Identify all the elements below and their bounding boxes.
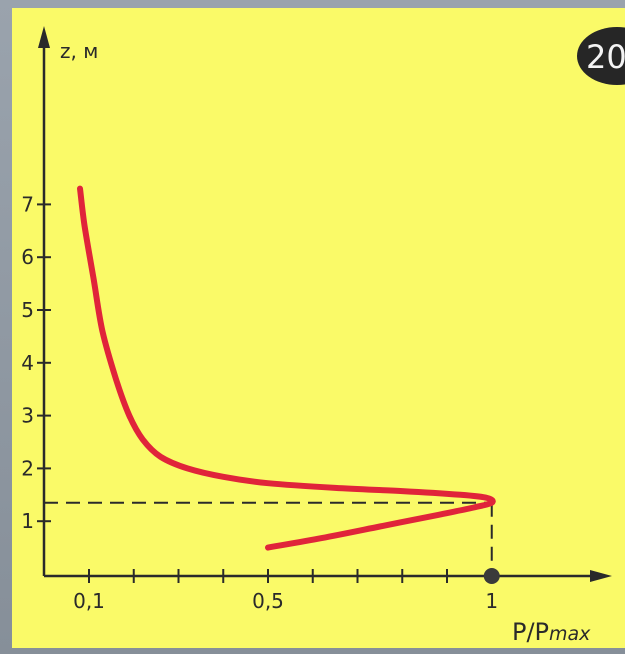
y-tick-label: 3 xyxy=(21,404,34,428)
y-axis-title: z, м xyxy=(60,39,98,63)
x-axis-title: P/Pmax xyxy=(512,618,591,646)
x-axis-title-main: P/P xyxy=(512,618,549,646)
x-axis-title-sub: max xyxy=(549,623,591,645)
y-tick-label: 6 xyxy=(21,245,34,269)
page-number-badge: 20 xyxy=(571,22,625,90)
y-tick-label: 5 xyxy=(21,298,34,322)
x-ticks: 0,1 0,5 1 xyxy=(73,589,498,613)
series-line xyxy=(77,185,496,551)
page-number-badge-text: 20 xyxy=(586,38,625,76)
y-ticks: 1 2 3 4 5 6 7 xyxy=(21,192,51,533)
x-tick-label: 0,1 xyxy=(73,589,105,613)
y-axis-arrow xyxy=(38,26,50,48)
y-tick-label: 7 xyxy=(21,192,34,216)
x-axis-arrow xyxy=(590,570,612,582)
y-tick-label: 4 xyxy=(21,351,34,375)
y-tick-label: 1 xyxy=(21,509,34,533)
axis-marker-point xyxy=(483,568,500,584)
x-tick-label: 0,5 xyxy=(252,589,284,613)
x-tick-label: 1 xyxy=(485,589,498,613)
y-tick-label: 2 xyxy=(21,456,34,480)
